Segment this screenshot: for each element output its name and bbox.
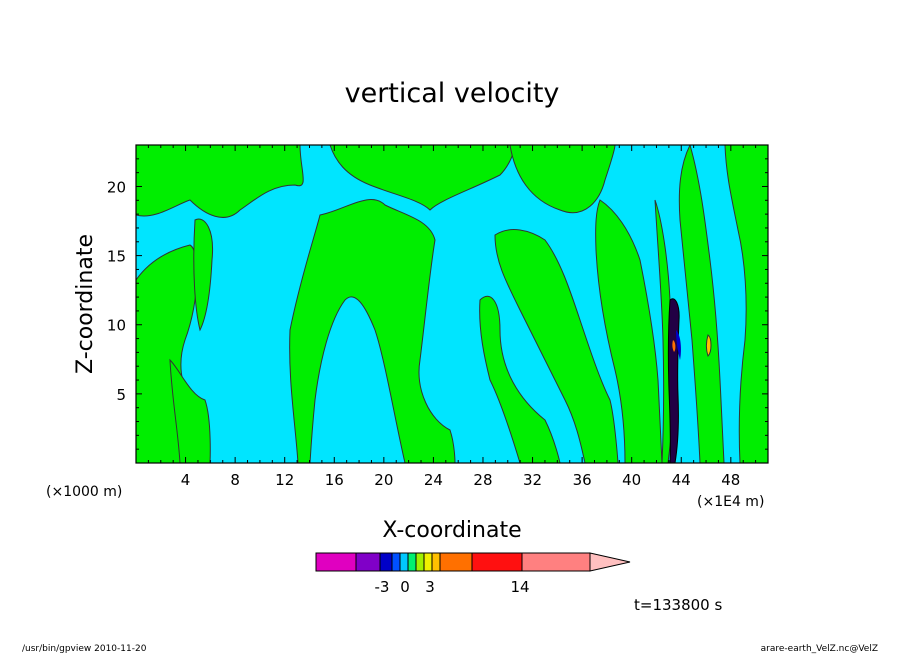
region-center-band <box>289 199 456 463</box>
y-tick-label: 20 <box>107 178 126 196</box>
x-tick-label: 16 <box>325 471 344 489</box>
colorbar-tick-label: -3 <box>375 578 390 596</box>
region-top-mid <box>329 145 516 211</box>
core-dark <box>667 298 680 463</box>
region-storm-left <box>595 199 663 463</box>
region-far-right <box>724 145 768 463</box>
colorbar-segment <box>439 552 473 572</box>
colorbar-segment <box>379 552 393 572</box>
y-tick-label: 15 <box>107 248 126 266</box>
colorbar-segment <box>355 552 381 572</box>
colorbar-segment <box>415 552 425 572</box>
x-axis-ticks: 4 8 12 16 20 24 28 32 36 40 44 48 <box>147 145 757 489</box>
colorbar-labels: -3 0 3 14 <box>375 578 530 596</box>
region-top-left <box>136 145 304 218</box>
storm-core <box>667 298 712 463</box>
x-tick-label: 36 <box>573 471 592 489</box>
core-blue <box>676 330 681 360</box>
colorbar-segment <box>423 552 433 572</box>
y-axis-label: Z-coordinate <box>73 234 98 374</box>
x-tick-label: 44 <box>672 471 691 489</box>
y-tick-label: 5 <box>116 386 126 404</box>
chart-title: vertical velocity <box>345 78 560 109</box>
colorbar-tick-label: 0 <box>400 578 410 596</box>
x-tick-label: 4 <box>181 471 191 489</box>
colorbar-segment <box>315 552 357 572</box>
colorbar-segment <box>407 552 417 572</box>
core-orange <box>672 340 676 352</box>
core-yellow-cell <box>706 334 712 357</box>
x-tick-label: 48 <box>721 471 740 489</box>
colorbar-segment <box>399 552 409 572</box>
region-storm-right <box>678 145 725 463</box>
x-tick-label: 28 <box>473 471 492 489</box>
time-label: t=133800 s <box>634 596 722 614</box>
x-unit-left: (×1000 m) <box>46 484 122 500</box>
region-right-mid <box>494 229 619 463</box>
colorbar-segment <box>431 552 441 572</box>
x-tick-label: 20 <box>374 471 393 489</box>
footer-right: arare-earth_VelZ.nc@VelZ <box>761 644 878 654</box>
x-tick-label: 8 <box>230 471 240 489</box>
x-tick-label: 32 <box>523 471 542 489</box>
y-axis-ticks: 5 10 15 20 <box>107 158 768 450</box>
colorbar-tick-label: 3 <box>425 578 435 596</box>
colorbar-segment <box>391 552 401 572</box>
plot-frame <box>135 144 769 464</box>
x-unit-right: (×1E4 m) <box>697 494 764 510</box>
region-right-upper <box>509 145 616 214</box>
colorbar-segment <box>521 552 591 572</box>
y-tick-label: 10 <box>107 317 126 335</box>
colorbar-arrow <box>589 552 631 572</box>
x-tick-label: 40 <box>622 471 641 489</box>
footer-left: /usr/bin/gpview 2010-11-20 <box>22 644 147 654</box>
region-left-blob <box>193 218 214 332</box>
region-storm-core-bands <box>654 199 674 463</box>
x-tick-label: 12 <box>275 471 294 489</box>
positive-field-regions <box>136 145 768 463</box>
x-tick-label: 24 <box>424 471 443 489</box>
x-axis-label: X-coordinate <box>382 518 521 543</box>
colorbar-segment <box>471 552 523 572</box>
colorbar-tick-label: 14 <box>510 578 529 596</box>
region-left-lower <box>169 358 211 463</box>
colorbar <box>315 552 631 572</box>
region-right-center <box>479 295 561 463</box>
